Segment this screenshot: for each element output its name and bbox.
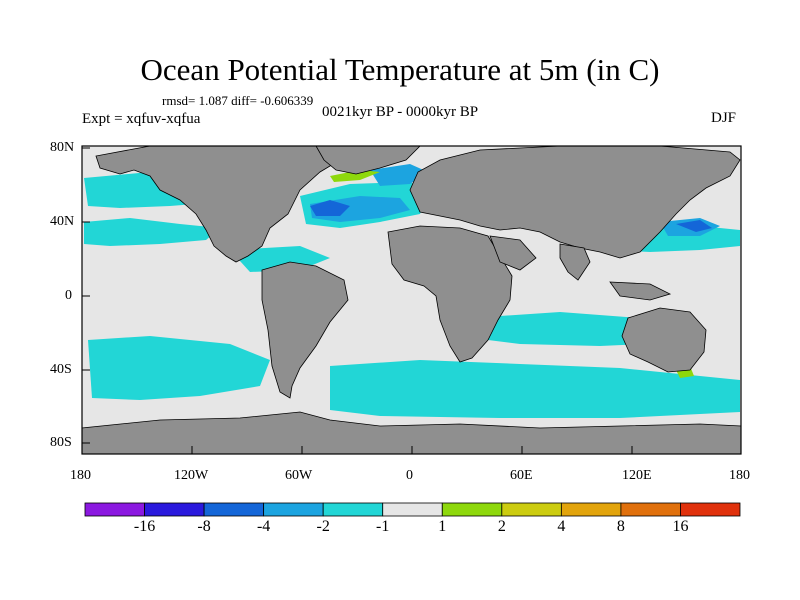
colorbar-swatch <box>382 502 443 517</box>
north-pacific-dark-blue <box>676 220 712 232</box>
colorbar-swatch <box>501 502 562 517</box>
rmsd-diff-stats: rmsd= 1.087 diff= -0.606339 <box>162 93 314 108</box>
lon-label-60w: 60W <box>285 468 313 483</box>
colorbar-label: -8 <box>197 518 211 535</box>
colorbar-label: -1 <box>376 518 390 535</box>
lon-label-60e: 60E <box>510 468 533 483</box>
colorbar <box>84 502 741 517</box>
lat-ticks <box>82 147 90 444</box>
colorbar-swatch <box>203 502 265 517</box>
map-title: Ocean Potential Temperature at 5m (in C) <box>140 52 660 87</box>
greenland-sea-green <box>330 170 380 182</box>
lat-label-0: 0 <box>65 288 72 303</box>
lon-label-180w: 180 <box>70 468 91 483</box>
colorbar-label: 1 <box>438 518 447 535</box>
nordic-seas-blue <box>370 164 428 186</box>
india-land <box>559 243 591 281</box>
indonesia-land <box>609 281 672 301</box>
colorbar-swatch <box>441 502 503 517</box>
colorbar-swatch <box>322 502 384 517</box>
colorbar-swatch <box>680 502 741 517</box>
colorbar-swatch <box>560 502 622 517</box>
colorbar-label: 4 <box>557 518 566 535</box>
lon-label-120w: 120W <box>174 468 209 483</box>
antarctica-land <box>81 411 742 455</box>
period-label: 0021kyr BP - 0000kyr BP <box>322 104 479 120</box>
experiment-label: Expt = xqfuv-xqfua <box>82 111 201 127</box>
east-pacific-cyan <box>84 218 220 246</box>
greenland-land <box>315 145 421 175</box>
australia-land <box>621 307 707 373</box>
colorbar-label: -4 <box>256 518 271 535</box>
colorbar-swatch <box>620 502 681 517</box>
season-label: DJF <box>711 110 737 126</box>
colorbar-swatch <box>263 502 324 517</box>
cooling-anomaly-regions <box>84 164 740 418</box>
lon-label-120e: 120E <box>622 468 652 483</box>
africa-land <box>387 225 513 363</box>
southern-ocean-cyan-east <box>330 360 740 418</box>
colorbar-swatch <box>84 502 145 517</box>
gulf-stream-dark-blue <box>310 200 350 216</box>
colorbar-label: -16 <box>133 518 156 535</box>
colorbar-label: 2 <box>497 518 506 535</box>
lat-label-40s: 40S <box>50 362 72 377</box>
lon-label-180e: 180 <box>729 468 750 483</box>
colorbar-swatch <box>144 502 205 517</box>
lat-label-80s: 80S <box>50 435 72 450</box>
southern-ocean-cyan-west <box>88 336 270 400</box>
south-america-land <box>261 261 349 399</box>
lat-label-40n: 40N <box>50 214 75 229</box>
colorbar-label: 8 <box>616 518 625 535</box>
land-masses <box>81 145 742 455</box>
arabia-land <box>489 235 537 271</box>
lon-label-0: 0 <box>406 468 413 483</box>
north-america-land <box>95 145 341 263</box>
lat-label-80n: 80N <box>50 140 75 155</box>
colorbar-label: -2 <box>316 518 330 535</box>
colorbar-label: 16 <box>672 518 689 535</box>
lon-ticks <box>81 446 742 454</box>
